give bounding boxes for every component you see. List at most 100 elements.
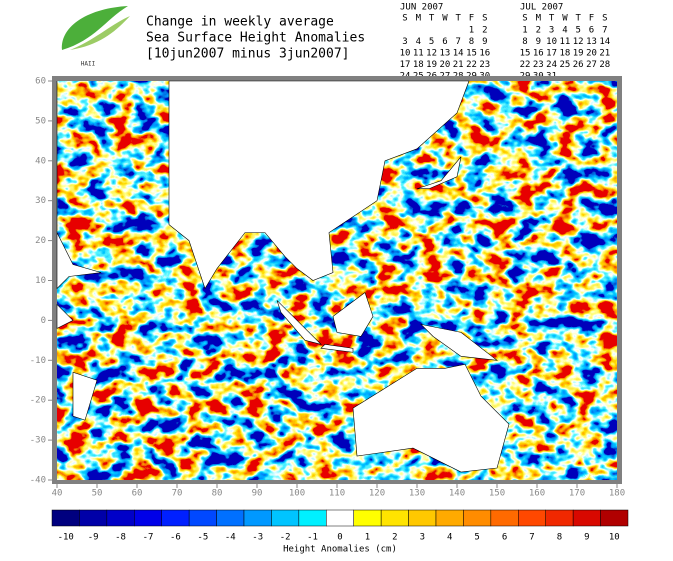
- colorbar-box: [243, 509, 272, 527]
- colorbar-box: [353, 509, 382, 527]
- calendar-day: 5: [575, 26, 580, 36]
- colorbar-box: [51, 509, 80, 527]
- colorbar-label: 3: [420, 533, 425, 543]
- calendar-day: 23: [533, 60, 544, 70]
- colorbar-box: [600, 509, 629, 527]
- calendar-day: 6: [589, 26, 594, 36]
- weekday: M: [536, 14, 542, 24]
- weekday: T: [429, 14, 435, 24]
- calendar-day: 8: [522, 37, 527, 47]
- landmass: [276, 300, 322, 345]
- x-tick-label: 150: [489, 489, 505, 499]
- calendar-day: 23: [479, 60, 490, 70]
- calendar-day: 3: [402, 37, 407, 47]
- colorbar-box: [435, 509, 464, 527]
- colorbar-label: -7: [143, 533, 154, 543]
- calendar-day: 16: [533, 49, 544, 59]
- calendar-day: 17: [400, 60, 411, 70]
- colorbar-box: [463, 509, 492, 527]
- calendar-day: 8: [469, 37, 474, 47]
- calendar-day: 9: [482, 37, 487, 47]
- colorbar-label: 2: [392, 533, 397, 543]
- x-tick-label: 160: [529, 489, 545, 499]
- title-line: Change in weekly average: [146, 15, 334, 30]
- land: [56, 80, 510, 473]
- weekday: W: [562, 14, 568, 24]
- y-tick-label: -30: [30, 436, 46, 446]
- calendar-day: 7: [602, 26, 607, 36]
- calendar-day: 15: [520, 49, 531, 59]
- y-tick-label: -40: [30, 476, 46, 486]
- weekday: S: [402, 14, 407, 24]
- calendar-day: 20: [439, 60, 450, 70]
- landmass: [332, 291, 374, 337]
- landmass: [56, 81, 102, 290]
- calendar-day: 14: [599, 37, 610, 47]
- colorbar-box: [326, 509, 354, 527]
- calendar-day: 11: [559, 37, 570, 47]
- calendar-day: 22: [520, 60, 531, 70]
- calendar-day: 12: [573, 37, 584, 47]
- landmass: [72, 371, 98, 421]
- landmass: [416, 156, 462, 190]
- calendar-day: 27: [586, 60, 597, 70]
- weekday: S: [482, 14, 487, 24]
- colorbar-label: 0: [337, 533, 342, 543]
- calendar-day: 9: [536, 37, 541, 47]
- colorbar-label: -2: [280, 533, 291, 543]
- colorbar-label: -3: [252, 533, 263, 543]
- colorbar-box: [490, 509, 519, 527]
- colorbar-label: -9: [88, 533, 99, 543]
- calendar-day: 4: [562, 26, 567, 36]
- calendar-day: 4: [416, 37, 421, 47]
- colorbar-box: [380, 509, 409, 527]
- calendar-day: 25: [559, 60, 570, 70]
- x-tick-label: 90: [252, 489, 263, 499]
- colorbar-box: [572, 509, 601, 527]
- calendar-day: 5: [429, 37, 434, 47]
- x-tick-label: 120: [369, 489, 385, 499]
- calendar-day: 3: [549, 26, 554, 36]
- calendar-day: 13: [586, 37, 597, 47]
- colorbar-box: [161, 509, 190, 527]
- calendar-day: 11: [413, 49, 424, 59]
- colorbar-label: 5: [474, 533, 479, 543]
- calendar-day: 10: [400, 49, 411, 59]
- calendar-day: 10: [546, 37, 557, 47]
- y-tick-label: 40: [35, 156, 46, 166]
- x-tick-label: 110: [329, 489, 345, 499]
- colorbar: -10 -9 -8 -7 -6 -5 -4 -3 -2 -1 0 1 2 3 4 5 6 7 8 9 10Height …: [51, 509, 629, 555]
- landmass: [420, 323, 499, 361]
- calendar-day: 13: [439, 49, 450, 59]
- colorbar-label: 6: [502, 533, 507, 543]
- colorbar-label: -8: [115, 533, 126, 543]
- title-line: Sea Surface Height Anomalies: [146, 31, 365, 46]
- calendar-day: 19: [426, 60, 437, 70]
- calendar-day: 22: [466, 60, 477, 70]
- axes: 40 50 60 70 80 90 100 110 120 130 140 150 160 170 180-…: [30, 77, 625, 499]
- logo: HAII: [61, 6, 130, 68]
- colorbar-label: 10: [609, 533, 620, 543]
- colorbar-box: [271, 509, 300, 527]
- calendar-day: 20: [586, 49, 597, 59]
- calendar-day: 21: [453, 60, 464, 70]
- calendar-day: 1: [522, 26, 527, 36]
- calendar-month: JUN 2007: [400, 3, 443, 13]
- logo-text: HAII: [81, 61, 96, 68]
- calendar-day: 15: [466, 49, 477, 59]
- x-tick-label: 60: [132, 489, 143, 499]
- x-tick-label: 40: [52, 489, 63, 499]
- calendar-day: 19: [573, 49, 584, 59]
- colorbar-box: [408, 509, 437, 527]
- colorbar-label: 8: [557, 533, 562, 543]
- calendar-day: 7: [455, 37, 460, 47]
- y-tick-label: -10: [30, 356, 46, 366]
- x-tick-label: 70: [172, 489, 183, 499]
- title-line: [10jun2007 minus 3jun2007]: [146, 47, 350, 62]
- colorbar-box: [298, 509, 327, 527]
- colorbar-title: Height Anomalies (cm): [283, 545, 397, 555]
- weekday: S: [522, 14, 527, 24]
- weekday: S: [602, 14, 607, 24]
- colorbar-box: [216, 509, 245, 527]
- calendar-month: JUL 2007: [520, 3, 563, 13]
